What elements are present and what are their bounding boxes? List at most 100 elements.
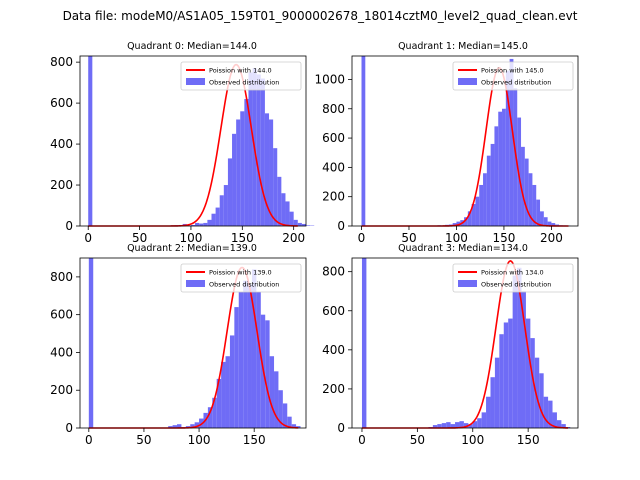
x-tick-label: 150 xyxy=(492,231,515,245)
x-tick-label: 50 xyxy=(401,231,416,245)
histogram-bar xyxy=(172,425,178,428)
histogram-bar xyxy=(243,280,248,428)
y-tick-label: 200 xyxy=(50,383,73,397)
y-tick-label: 0 xyxy=(65,219,73,233)
legend-hist-swatch xyxy=(186,78,205,85)
x-tick-label: 150 xyxy=(243,433,266,447)
legend-box xyxy=(452,263,574,293)
histogram-bar xyxy=(240,111,245,226)
x-axis-ticks: 0 50 100 150 xyxy=(85,428,266,447)
histogram-bar xyxy=(203,222,208,226)
histogram-bar xyxy=(227,158,233,226)
histogram-bar xyxy=(291,424,297,428)
x-tick-label: 100 xyxy=(179,231,202,245)
histogram-bar xyxy=(561,424,566,428)
histogram-bar xyxy=(264,113,270,226)
x-tick-label: 0 xyxy=(84,231,92,245)
histogram-bar xyxy=(490,377,495,428)
histogram-bar xyxy=(551,223,556,226)
histogram-bar xyxy=(244,99,249,226)
y-tick-label: 600 xyxy=(50,308,73,322)
histogram-bar xyxy=(287,416,292,428)
histogram-bar xyxy=(260,78,265,226)
histogram-bar xyxy=(177,424,182,428)
panel-quadrant-0: Quadrant 0: Median=144.0 0 50 100 150 200 0 2… xyxy=(50,41,315,245)
histogram-bar xyxy=(534,357,540,428)
histogram-bar xyxy=(486,396,491,428)
histogram-bar xyxy=(190,224,196,226)
histogram-bar xyxy=(540,211,544,226)
legend-box xyxy=(452,61,574,91)
histogram-bar xyxy=(532,184,537,226)
y-tick-label: 0 xyxy=(337,421,345,435)
histogram-bar xyxy=(521,146,525,226)
histogram-bar xyxy=(248,72,253,226)
x-tick-label: 50 xyxy=(136,433,151,447)
x-tick-label: 150 xyxy=(517,433,540,447)
histogram-bar xyxy=(528,173,533,226)
histogram-bar xyxy=(459,421,464,428)
histogram-bar xyxy=(256,292,261,428)
x-tick-label: 200 xyxy=(282,231,305,245)
histogram-bar xyxy=(199,223,204,226)
histogram-bar xyxy=(471,204,476,226)
histogram-bar xyxy=(256,74,261,227)
histogram-bar xyxy=(274,371,279,428)
histogram-bar xyxy=(190,424,195,428)
histogram-bar xyxy=(512,275,518,428)
x-tick-label: 0 xyxy=(358,433,366,447)
histogram-bar xyxy=(269,119,274,226)
histogram-bar xyxy=(251,269,257,428)
y-tick-label: 800 xyxy=(50,270,73,284)
histogram-bar xyxy=(475,196,480,226)
histogram-bar xyxy=(543,396,549,428)
histogram-bar xyxy=(432,425,438,428)
legend-fit-label: Poission with 139.0 xyxy=(209,269,272,277)
histogram-bar xyxy=(468,424,473,428)
y-axis-ticks: 0 200 400 600 800 xyxy=(50,55,80,233)
histogram-bar xyxy=(215,207,220,226)
axes-frame xyxy=(351,55,579,227)
x-tick-label: 150 xyxy=(231,231,254,245)
legend-hist-label: Observed distribution xyxy=(209,79,279,87)
histogram-bars xyxy=(361,258,571,428)
histogram-bar xyxy=(269,356,275,428)
y-tick-label: 800 xyxy=(50,55,73,69)
histogram-bar xyxy=(225,356,230,428)
histogram-bar xyxy=(508,318,513,428)
legend-hist-swatch xyxy=(458,78,477,85)
x-tick-label: 100 xyxy=(445,231,468,245)
x-tick-label: 50 xyxy=(410,433,425,447)
y-tick-label: 200 xyxy=(322,382,345,396)
x-axis-ticks: 0 50 100 150 200 xyxy=(358,226,563,245)
histogram-bar xyxy=(306,225,311,226)
axes-frame xyxy=(351,257,579,429)
histogram-bar xyxy=(486,155,491,226)
panel-title: Quadrant 1: Median=145.0 xyxy=(398,41,528,52)
histogram-bar xyxy=(273,148,278,226)
histogram-bar xyxy=(223,185,228,226)
legend: Poission with 144.0 Observed distributio… xyxy=(180,61,302,91)
histogram-bar xyxy=(446,422,451,428)
y-tick-label: 400 xyxy=(50,137,73,151)
histogram-bar xyxy=(539,373,544,428)
x-axis-ticks: 0 50 100 150 200 xyxy=(84,226,305,245)
histogram-bar xyxy=(456,221,461,226)
y-tick-label: 400 xyxy=(322,343,345,357)
histogram-bar xyxy=(483,173,487,226)
histogram-bar xyxy=(194,422,200,428)
histogram-bar xyxy=(452,223,457,226)
histogram-bar xyxy=(238,292,244,428)
histogram-bar xyxy=(548,400,553,428)
histogram-bar xyxy=(247,284,252,428)
histogram-bar xyxy=(525,318,531,428)
x-tick-label: 0 xyxy=(358,231,366,245)
histogram-bar xyxy=(463,423,469,428)
x-tick-label: 50 xyxy=(132,231,147,245)
histogram-bar xyxy=(502,108,506,226)
legend-hist-swatch xyxy=(458,280,477,287)
figure-title: Data file: modeM0/AS1A05_159T01_90000026… xyxy=(63,9,578,23)
histogram-bar xyxy=(543,217,548,226)
histogram-bar xyxy=(296,426,301,428)
